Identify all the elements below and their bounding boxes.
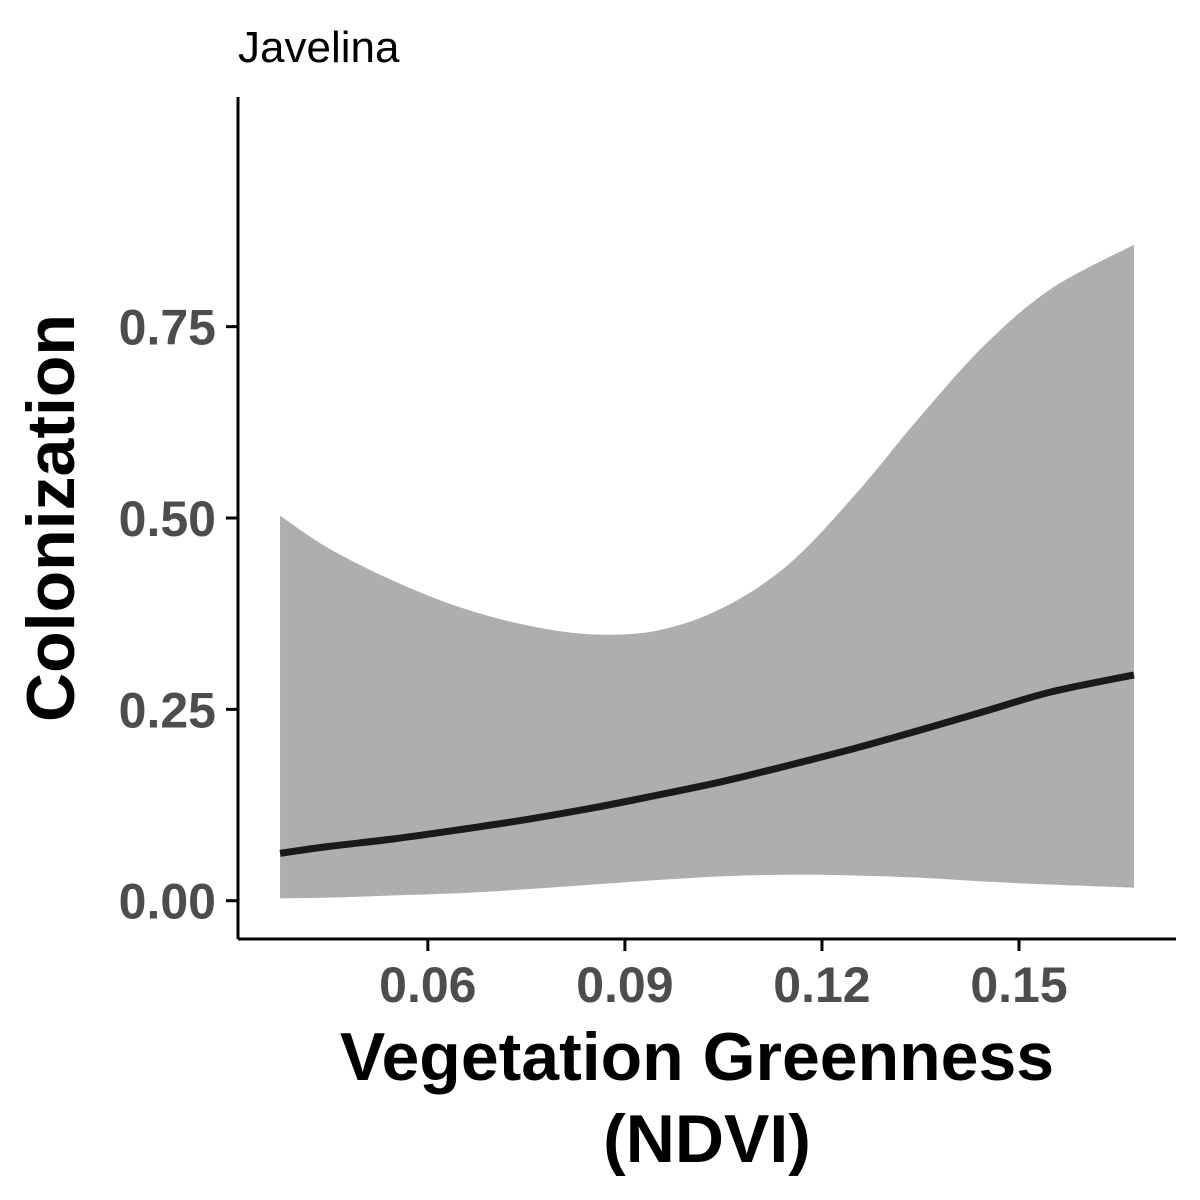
plot-area bbox=[279, 244, 1135, 899]
x-tick-label: 0.06 bbox=[379, 957, 476, 1013]
x-tick-label: 0.09 bbox=[576, 957, 673, 1013]
y-tick-label: 0.25 bbox=[119, 682, 216, 738]
chart-title: Javelina bbox=[238, 23, 400, 72]
y-tick-label: 0.50 bbox=[119, 491, 216, 547]
fitted-line bbox=[279, 671, 1135, 857]
y-axis-title: Colonization bbox=[13, 314, 89, 722]
confidence-ribbon bbox=[280, 244, 1134, 899]
y-tick-label: 0.00 bbox=[119, 874, 216, 930]
y-axis-ticks: 0.00 0.25 0.50 0.75 bbox=[119, 300, 238, 930]
x-tick-label: 0.15 bbox=[970, 957, 1067, 1013]
x-tick-label: 0.12 bbox=[773, 957, 870, 1013]
y-tick-label: 0.75 bbox=[119, 300, 216, 356]
x-axis-title-line-2: (NDVI) bbox=[603, 1101, 811, 1177]
x-axis-title-line-1: Vegetation Greenness bbox=[340, 1019, 1054, 1095]
x-axis-ticks: 0.06 0.09 0.12 0.15 bbox=[379, 939, 1068, 1013]
